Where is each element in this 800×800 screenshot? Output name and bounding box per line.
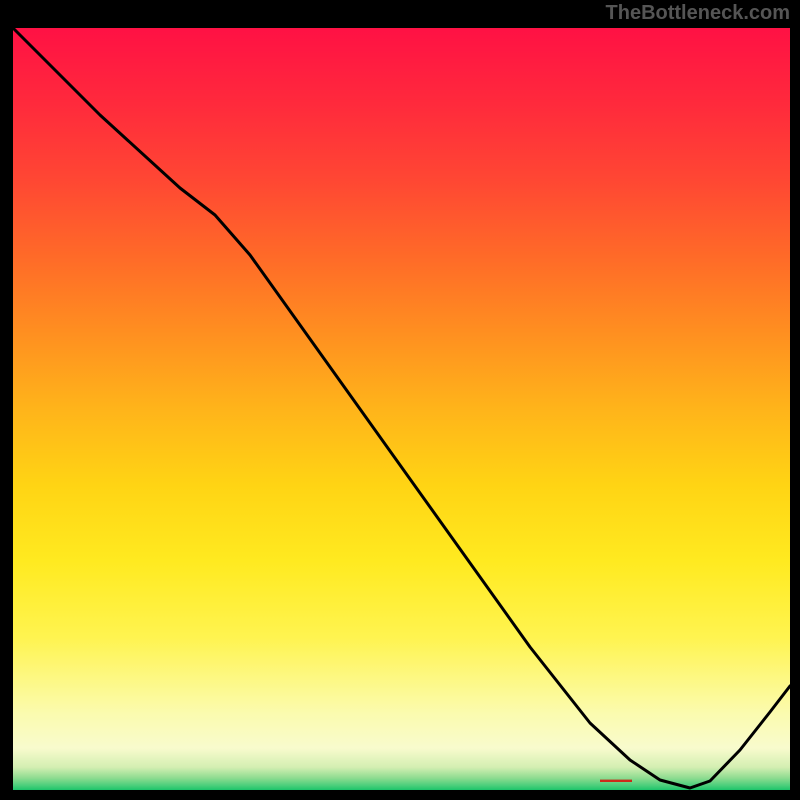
plot-highlight-label: ▬▬▬▬ xyxy=(600,775,700,783)
chart-container: TheBottleneck.com ▬▬▬▬ xyxy=(0,0,800,800)
plot-line xyxy=(13,28,790,788)
plot-svg xyxy=(0,0,800,800)
